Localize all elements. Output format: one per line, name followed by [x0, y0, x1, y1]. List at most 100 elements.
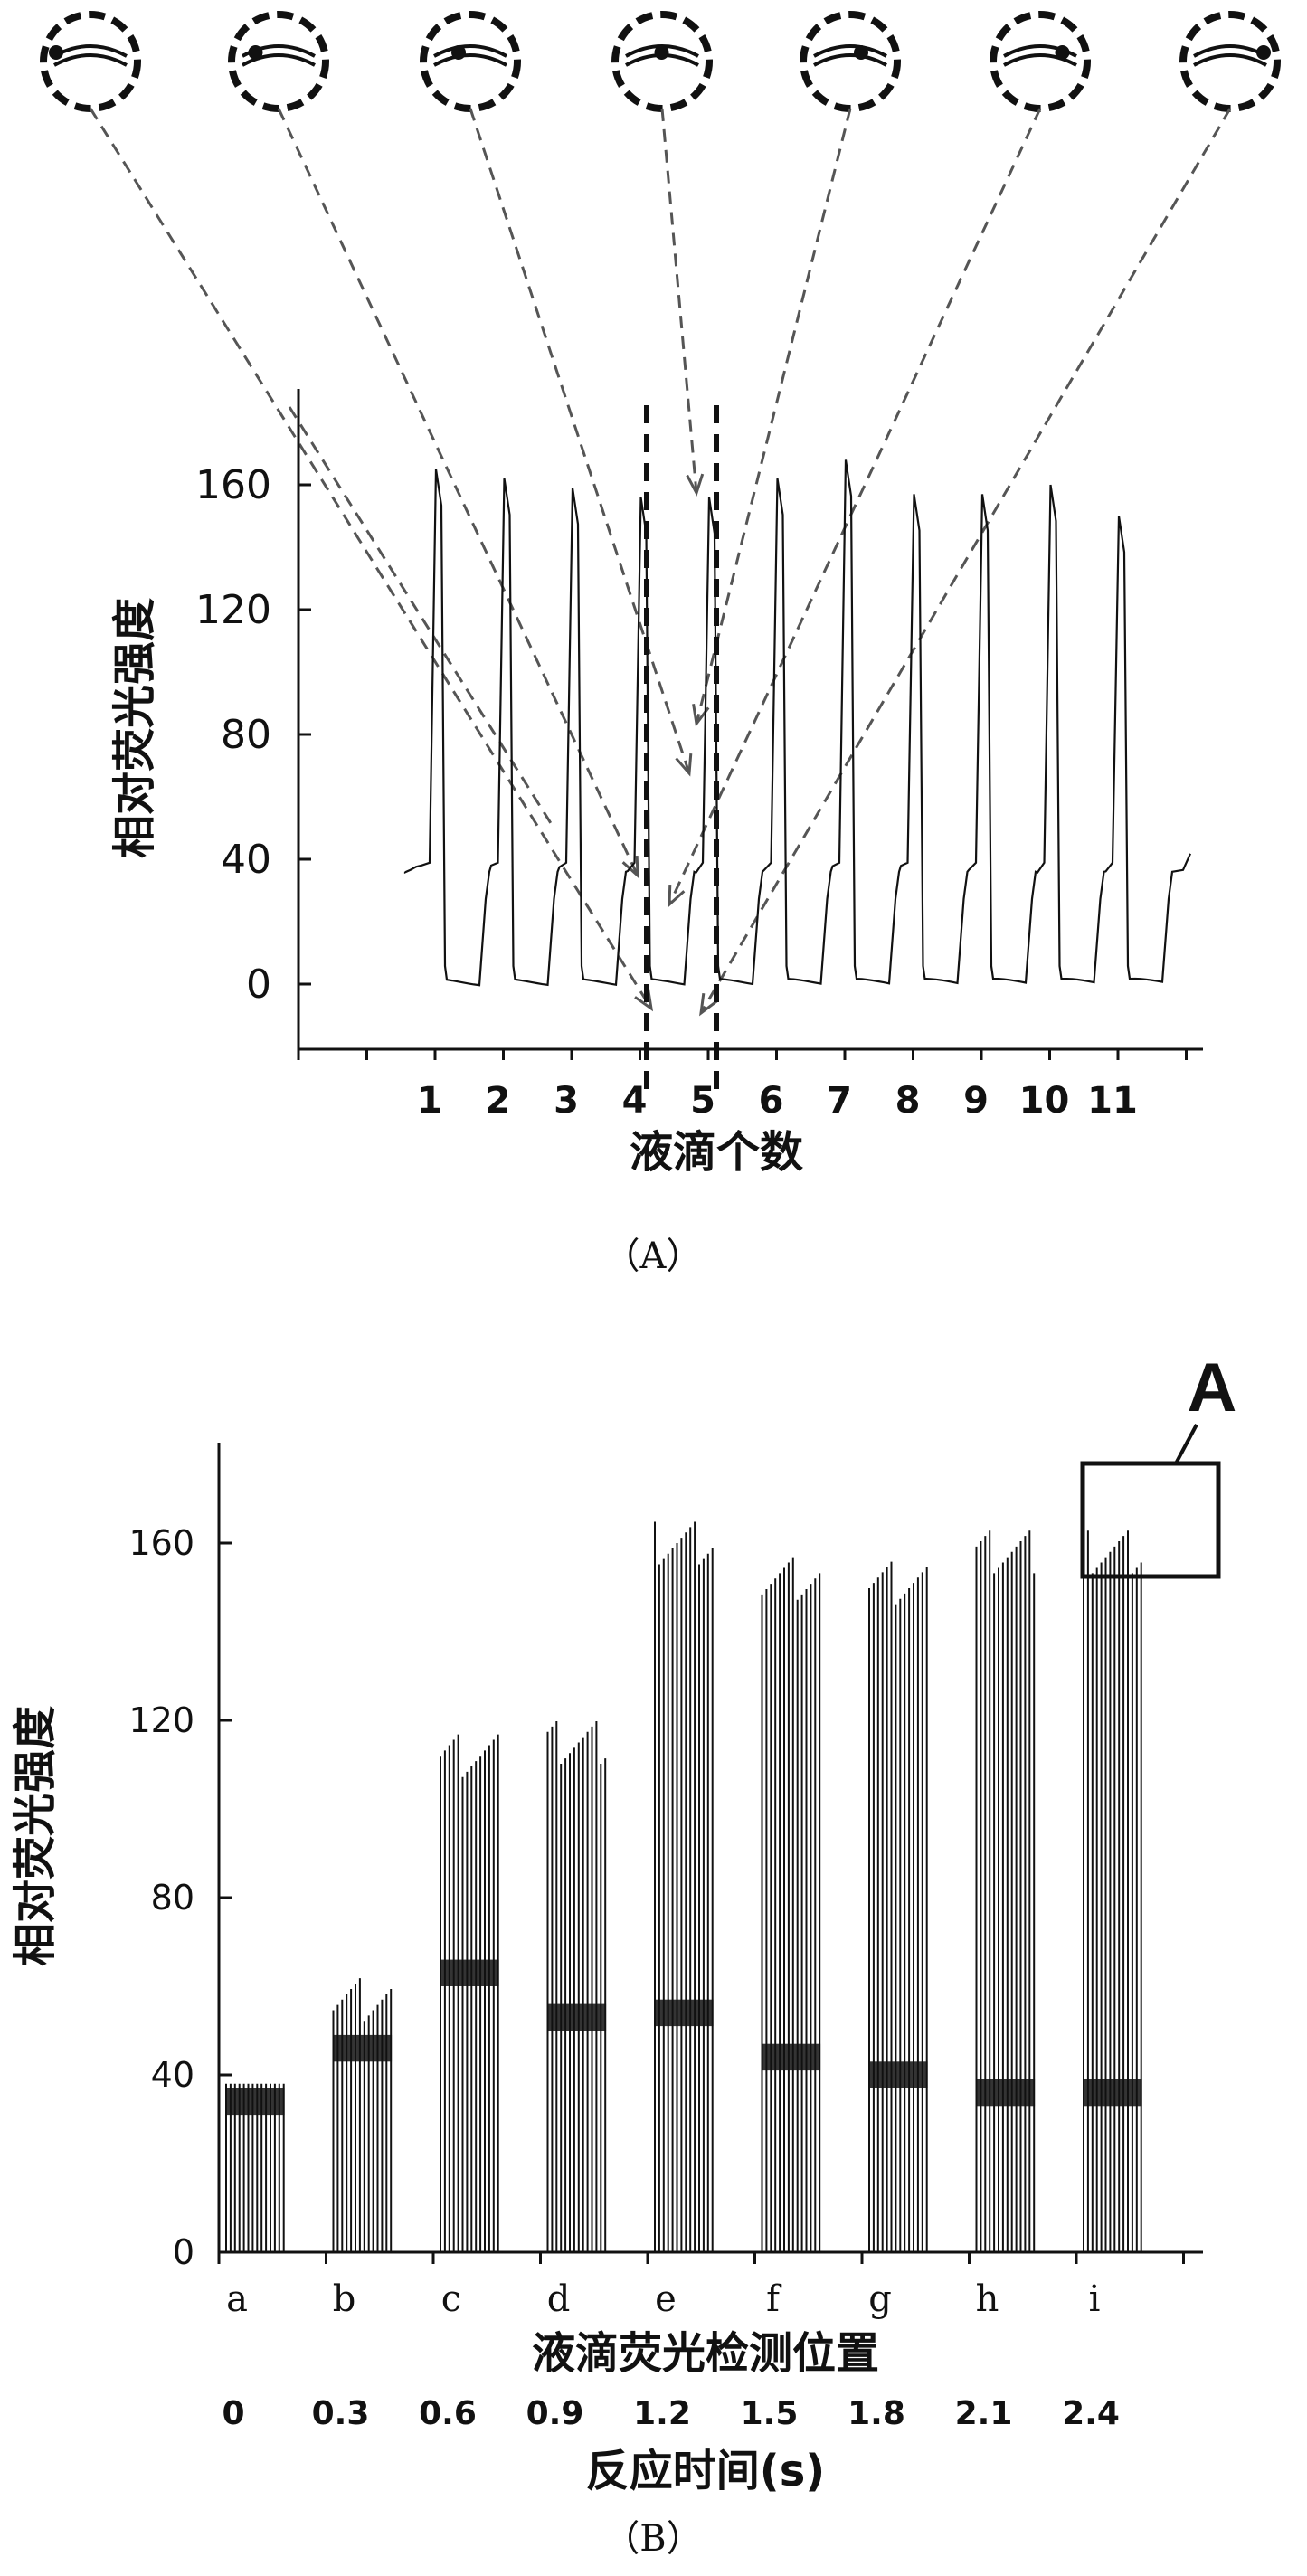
- guide-line: [279, 109, 638, 876]
- panel-b-caption: （B）: [603, 2518, 702, 2560]
- plateau-band: [869, 2061, 928, 2088]
- plateau-band: [977, 2079, 1036, 2106]
- position-trace-d: [545, 1721, 611, 2252]
- meniscus-line: [814, 55, 886, 65]
- droplet-icon: [993, 14, 1087, 109]
- panel-a-y-axis-label: 相对荧光强度: [109, 598, 160, 858]
- detection-point: [451, 45, 466, 60]
- panel-b-time-axis-label: 反应时间(s): [586, 2446, 825, 2496]
- droplet-icon: [232, 14, 326, 109]
- y-tick-label: 120: [128, 1700, 194, 1740]
- panel-b-y-axis-label: 相对荧光强度: [10, 1706, 61, 1966]
- y-tick-label: 80: [151, 1878, 194, 1918]
- guide-line: [701, 109, 1230, 1013]
- x-tick-label: 5: [690, 1080, 715, 1122]
- position-trace-g: [867, 1562, 932, 2252]
- plateau-band: [655, 2000, 714, 2026]
- x-tick-label: 1: [417, 1080, 442, 1122]
- panel-b-droplet-traces: [223, 1521, 1146, 2252]
- position-trace-b: [331, 1978, 396, 2252]
- droplet-icon: [803, 14, 897, 109]
- category-label: e: [655, 2278, 677, 2320]
- panel-a-y-ticks: 0 40 80 120 160: [195, 462, 311, 1008]
- detection-point: [655, 45, 669, 60]
- x-tick-label: 7: [827, 1080, 852, 1122]
- meniscus-line: [54, 55, 127, 65]
- category-label: h: [976, 2278, 999, 2320]
- y-tick-label: 120: [195, 587, 271, 633]
- panel-b-x-axis-label: 液滴荧光检测位置: [532, 2328, 879, 2379]
- panel-a-caption: （A）: [604, 1236, 703, 1277]
- detection-point: [49, 45, 63, 60]
- x-tick-label: 3: [554, 1080, 579, 1122]
- y-tick-label: 0: [173, 2232, 194, 2272]
- position-trace-c: [438, 1735, 503, 2252]
- x-tick-label: 10: [1019, 1080, 1070, 1122]
- y-tick-label: 160: [195, 462, 271, 508]
- category-label: d: [547, 2278, 571, 2320]
- droplet-icon: [1183, 14, 1277, 109]
- time-label: 1.8: [848, 2395, 905, 2432]
- panel-a-x-axis-label: 液滴个数: [630, 1127, 803, 1178]
- meniscus-line: [1194, 55, 1266, 65]
- panel-b-y-ticks: 0 40 80 120 160: [128, 1523, 232, 2272]
- category-label: g: [868, 2278, 892, 2320]
- detection-point: [249, 45, 263, 60]
- detection-point: [1056, 45, 1070, 60]
- guide-line: [289, 407, 554, 828]
- x-tick-label: 4: [622, 1080, 648, 1122]
- time-label: 2.1: [955, 2395, 1013, 2432]
- category-label: a: [226, 2278, 248, 2320]
- guide-arrowhead: [677, 753, 691, 773]
- time-label: 1.2: [633, 2395, 691, 2432]
- category-label: i: [1089, 2278, 1101, 2320]
- x-tick-label: 9: [963, 1080, 989, 1122]
- category-label: c: [441, 2278, 461, 2320]
- time-label: 0.3: [312, 2395, 370, 2432]
- detection-point: [854, 45, 868, 60]
- plateau-band: [334, 2035, 393, 2061]
- position-trace-i: [1081, 1530, 1146, 2252]
- position-trace-e: [652, 1521, 717, 2252]
- plateau-band: [548, 2004, 607, 2031]
- meniscus-line: [434, 55, 507, 65]
- detection-point: [1256, 45, 1271, 60]
- plateau-band: [1084, 2079, 1142, 2106]
- plateau-band: [226, 2088, 285, 2115]
- droplet-icon: [43, 14, 137, 109]
- y-tick-label: 160: [128, 1523, 194, 1563]
- category-label: f: [766, 2278, 782, 2320]
- x-tick-label: 2: [486, 1080, 511, 1122]
- panel-a-x-ticks: 1234567891011: [298, 1049, 1187, 1122]
- panel-a: 04080120160 1234567891011 液滴个数 相对荧光强度 （A…: [43, 14, 1277, 1277]
- position-trace-h: [974, 1530, 1039, 2252]
- time-label: 1.5: [741, 2395, 799, 2432]
- time-label: 0: [222, 2395, 244, 2432]
- panel-a-fluorescence-trace: [405, 459, 1190, 985]
- guide-line: [90, 109, 651, 1009]
- y-tick-label: 80: [221, 712, 271, 758]
- y-tick-label: 40: [221, 837, 271, 883]
- droplet-icon: [615, 14, 709, 109]
- x-tick-label: 8: [895, 1080, 921, 1122]
- time-label: 0.6: [419, 2395, 477, 2432]
- inset-label-leader: [1176, 1425, 1197, 1463]
- y-tick-label: 0: [246, 961, 271, 1008]
- x-tick-label: 11: [1087, 1080, 1138, 1122]
- position-trace-f: [760, 1558, 825, 2252]
- panel-b: 04080120160 a0b0.3c0.6d0.9e1.2f1.5g1.8h2…: [10, 1350, 1236, 2560]
- plateau-band: [440, 1960, 499, 1986]
- time-label: 0.9: [526, 2395, 584, 2432]
- guide-line: [662, 109, 696, 493]
- category-label: b: [333, 2278, 356, 2320]
- droplet-position-icons: [43, 14, 1277, 109]
- inset-region-box: [1083, 1463, 1218, 1577]
- x-tick-label: 6: [759, 1080, 784, 1122]
- position-trace-a: [223, 2084, 289, 2252]
- plateau-band: [762, 2044, 821, 2070]
- time-label: 2.4: [1062, 2395, 1120, 2432]
- y-tick-label: 40: [151, 2055, 194, 2095]
- droplet-icon: [423, 14, 517, 109]
- guide-line: [696, 109, 850, 724]
